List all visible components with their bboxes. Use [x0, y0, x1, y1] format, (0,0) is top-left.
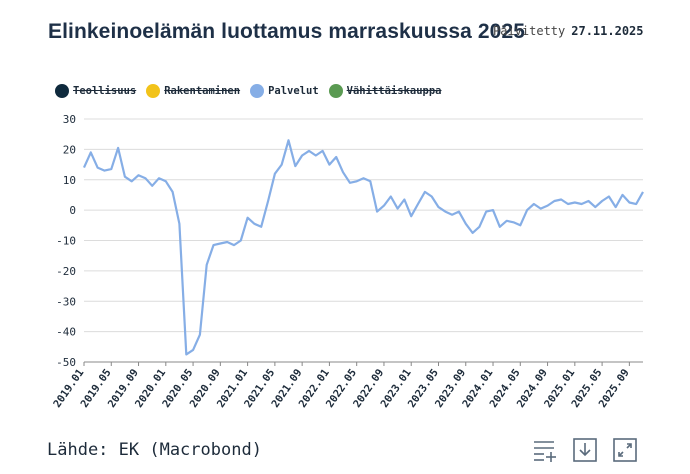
- y-tick-label: 20: [63, 143, 76, 156]
- legend-item-palvelut[interactable]: Palvelut: [250, 84, 319, 98]
- y-tick-label: -30: [56, 295, 76, 308]
- legend-label: Palvelut: [268, 85, 319, 97]
- legend: Teollisuus Rakentaminen Palvelut Vähittä…: [55, 84, 441, 98]
- updated-label: Päivitetty: [493, 24, 566, 38]
- fullscreen-icon[interactable]: [612, 437, 638, 463]
- updated-info: Päivitetty 27.11.2025: [493, 24, 644, 38]
- list-add-icon[interactable]: [532, 437, 558, 463]
- legend-label: Teollisuus: [73, 85, 137, 97]
- y-tick-label: -10: [56, 235, 76, 248]
- chart-title: Elinkeinoelämän luottamus marraskuussa 2…: [48, 20, 526, 43]
- legend-dot: [146, 84, 161, 98]
- source-note: Lähde: EK (Macrobond): [47, 440, 262, 460]
- legend-item-teollisuus[interactable]: Teollisuus: [55, 84, 136, 98]
- legend-label: Rakentaminen: [164, 85, 241, 97]
- legend-dot: [55, 84, 69, 98]
- chart-toolbar: [532, 437, 638, 463]
- download-icon[interactable]: [572, 437, 598, 463]
- y-tick-label: 0: [69, 204, 76, 217]
- series-line-palvelut: [82, 139, 644, 356]
- legend-item-rakentaminen[interactable]: Rakentaminen: [146, 84, 240, 98]
- y-tick-label: 10: [63, 174, 76, 187]
- y-tick-label: -20: [56, 265, 76, 278]
- y-tick-label: 30: [63, 113, 76, 126]
- legend-dot: [250, 84, 265, 98]
- legend-dot: [328, 84, 343, 98]
- updated-date: 27.11.2025: [571, 24, 644, 38]
- legend-item-vahittaiskauppa[interactable]: Vähittäiskauppa: [328, 84, 442, 98]
- y-tick-label: -50: [56, 356, 76, 369]
- legend-label: Vähittäiskauppa: [346, 85, 442, 97]
- y-tick-label: -40: [56, 326, 76, 339]
